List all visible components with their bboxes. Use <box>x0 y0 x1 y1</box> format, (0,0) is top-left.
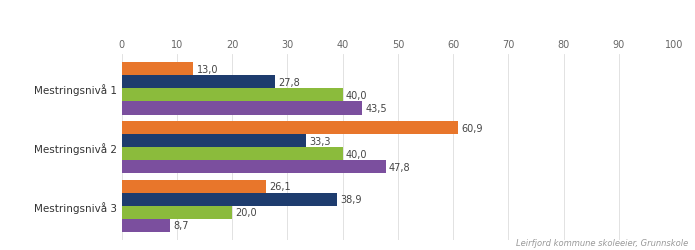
Text: 40,0: 40,0 <box>346 149 368 159</box>
Bar <box>122 180 265 193</box>
Bar <box>122 206 232 219</box>
Bar <box>122 102 362 115</box>
Bar <box>122 89 343 102</box>
Text: 38,9: 38,9 <box>340 194 361 204</box>
Bar <box>122 193 336 206</box>
Bar <box>122 160 386 173</box>
Bar <box>122 219 170 232</box>
Bar <box>122 134 306 147</box>
Text: 43,5: 43,5 <box>366 104 387 114</box>
Text: 60,9: 60,9 <box>461 123 483 133</box>
Legend: 2007-08, 2008-09, 2009-10, 2010-11: 2007-08, 2008-09, 2009-10, 2010-11 <box>247 0 548 1</box>
Bar <box>122 148 343 160</box>
Bar <box>122 122 458 134</box>
Text: 33,3: 33,3 <box>309 136 330 146</box>
Text: 13,0: 13,0 <box>197 65 218 74</box>
Text: 40,0: 40,0 <box>346 90 368 101</box>
Bar <box>122 63 193 76</box>
Text: 47,8: 47,8 <box>389 162 411 172</box>
Bar <box>122 76 275 89</box>
Text: Leirfjord kommune skoleeier, Grunnskole: Leirfjord kommune skoleeier, Grunnskole <box>516 238 688 248</box>
Text: 26,1: 26,1 <box>269 182 291 192</box>
Text: 8,7: 8,7 <box>173 220 188 230</box>
Text: 20,0: 20,0 <box>236 208 257 218</box>
Text: 27,8: 27,8 <box>279 78 300 88</box>
